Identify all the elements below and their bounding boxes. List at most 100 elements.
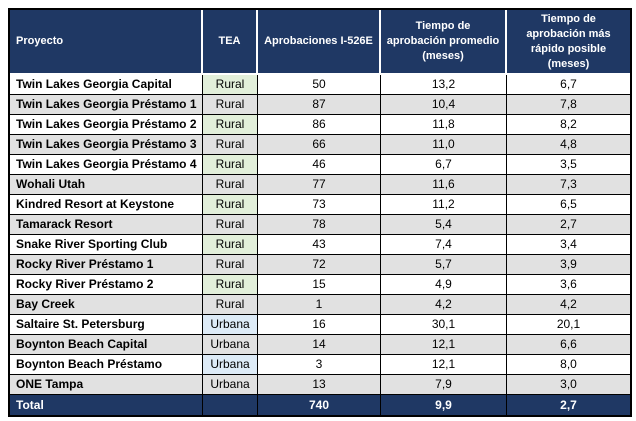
tea-cell: Rural bbox=[203, 95, 258, 116]
tea-cell: Urbana bbox=[203, 375, 258, 396]
approvals-table-container: Proyecto TEA Aprobaciones I-526E Tiempo … bbox=[8, 8, 632, 418]
approvals-cell: 86 bbox=[258, 115, 381, 136]
table-row: Twin Lakes Georgia Préstamo 2 Rural 86 11,8… bbox=[10, 115, 630, 136]
header-row: Proyecto TEA Aprobaciones I-526E Tiempo … bbox=[10, 10, 630, 76]
tea-cell: Rural bbox=[203, 135, 258, 156]
approvals-cell: 43 bbox=[258, 235, 381, 256]
avg-cell: 5,4 bbox=[381, 215, 507, 236]
project-cell: Snake River Sporting Club bbox=[10, 235, 203, 256]
avg-cell: 11,0 bbox=[381, 135, 507, 156]
approvals-cell: 16 bbox=[258, 315, 381, 336]
project-cell: Rocky River Préstamo 2 bbox=[10, 275, 203, 296]
avg-cell: 11,6 bbox=[381, 175, 507, 196]
table-row: Twin Lakes Georgia Préstamo 3 Rural 66 11,0… bbox=[10, 135, 630, 156]
fastest-cell: 8,2 bbox=[507, 115, 630, 136]
avg-cell: 4,9 bbox=[381, 275, 507, 296]
table-row: Boynton Beach Préstamo Urbana 3 12,1 8,0 bbox=[10, 355, 630, 376]
table-row: Twin Lakes Georgia Préstamo 1 Rural 87 10,4… bbox=[10, 95, 630, 116]
fastest-cell: 7,8 bbox=[507, 95, 630, 116]
project-cell: Boynton Beach Capital bbox=[10, 335, 203, 356]
approvals-cell: 3 bbox=[258, 355, 381, 376]
fastest-cell: 6,7 bbox=[507, 75, 630, 96]
approvals-cell: 15 bbox=[258, 275, 381, 296]
avg-cell: 11,2 bbox=[381, 195, 507, 216]
project-cell: Rocky River Préstamo 1 bbox=[10, 255, 203, 276]
fastest-cell: 3,0 bbox=[507, 375, 630, 396]
avg-cell: 6,7 bbox=[381, 155, 507, 176]
approvals-cell: 73 bbox=[258, 195, 381, 216]
project-cell: Kindred Resort at Keystone bbox=[10, 195, 203, 216]
table-row: Twin Lakes Georgia Capital Rural 50 13,2 6,7 bbox=[10, 75, 630, 96]
tea-cell: Rural bbox=[203, 115, 258, 136]
header-cell-proyecto: Proyecto bbox=[10, 10, 203, 76]
project-cell: Wohali Utah bbox=[10, 175, 203, 196]
approvals-table: Proyecto TEA Aprobaciones I-526E Tiempo … bbox=[10, 10, 630, 416]
approvals-cell: 87 bbox=[258, 95, 381, 116]
approvals-cell: 14 bbox=[258, 335, 381, 356]
project-cell: Twin Lakes Georgia Préstamo 2 bbox=[10, 115, 203, 136]
avg-cell: 7,4 bbox=[381, 235, 507, 256]
avg-cell: 11,8 bbox=[381, 115, 507, 136]
fastest-cell: 3,9 bbox=[507, 255, 630, 276]
fastest-cell: 8,0 bbox=[507, 355, 630, 376]
table-row: Wohali Utah Rural 77 11,6 7,3 bbox=[10, 175, 630, 196]
project-cell: Twin Lakes Georgia Préstamo 4 bbox=[10, 155, 203, 176]
table-row: Rocky River Préstamo 2 Rural 15 4,9 3,6 bbox=[10, 275, 630, 296]
avg-cell: 10,4 bbox=[381, 95, 507, 116]
total-fastest-cell: 2,7 bbox=[507, 395, 630, 416]
fastest-cell: 20,1 bbox=[507, 315, 630, 336]
tea-cell: Rural bbox=[203, 295, 258, 316]
header-cell-tea: TEA bbox=[203, 10, 258, 76]
approvals-cell: 13 bbox=[258, 375, 381, 396]
fastest-cell: 6,5 bbox=[507, 195, 630, 216]
table-row: Rocky River Préstamo 1 Rural 72 5,7 3,9 bbox=[10, 255, 630, 276]
approvals-cell: 77 bbox=[258, 175, 381, 196]
project-cell: Twin Lakes Georgia Capital bbox=[10, 75, 203, 96]
table-row: Bay Creek Rural 1 4,2 4,2 bbox=[10, 295, 630, 316]
approvals-cell: 66 bbox=[258, 135, 381, 156]
table-row: Saltaire St. Petersburg Urbana 16 30,1 20,1 bbox=[10, 315, 630, 336]
total-label-cell: Total bbox=[10, 395, 203, 416]
tea-cell: Urbana bbox=[203, 315, 258, 336]
table-body: Twin Lakes Georgia Capital Rural 50 13,2 6,7… bbox=[10, 75, 630, 396]
avg-cell: 7,9 bbox=[381, 375, 507, 396]
project-cell: Twin Lakes Georgia Préstamo 1 bbox=[10, 95, 203, 116]
fastest-cell: 3,6 bbox=[507, 275, 630, 296]
fastest-cell: 3,5 bbox=[507, 155, 630, 176]
total-row: Total 740 9,9 2,7 bbox=[10, 395, 630, 416]
project-cell: ONE Tampa bbox=[10, 375, 203, 396]
fastest-cell: 7,3 bbox=[507, 175, 630, 196]
fastest-cell: 4,8 bbox=[507, 135, 630, 156]
header-cell-aprobaciones: Aprobaciones I-526E bbox=[258, 10, 381, 76]
total-avg-cell: 9,9 bbox=[381, 395, 507, 416]
total-approvals-cell: 740 bbox=[258, 395, 381, 416]
avg-cell: 5,7 bbox=[381, 255, 507, 276]
header-cell-tiempo-promedio: Tiempo de aprobación promedio (meses) bbox=[381, 10, 507, 76]
tea-cell: Rural bbox=[203, 215, 258, 236]
tea-cell: Urbana bbox=[203, 355, 258, 376]
table-row: Twin Lakes Georgia Préstamo 4 Rural 46 6,7 3… bbox=[10, 155, 630, 176]
total-tea-cell bbox=[203, 395, 258, 416]
table-row: ONE Tampa Urbana 13 7,9 3,0 bbox=[10, 375, 630, 396]
tea-cell: Rural bbox=[203, 255, 258, 276]
avg-cell: 12,1 bbox=[381, 355, 507, 376]
tea-cell: Urbana bbox=[203, 335, 258, 356]
tea-cell: Rural bbox=[203, 195, 258, 216]
tea-cell: Rural bbox=[203, 275, 258, 296]
fastest-cell: 4,2 bbox=[507, 295, 630, 316]
fastest-cell: 2,7 bbox=[507, 215, 630, 236]
table-footer: Total 740 9,9 2,7 bbox=[10, 395, 630, 416]
table-header: Proyecto TEA Aprobaciones I-526E Tiempo … bbox=[10, 10, 630, 76]
project-cell: Boynton Beach Préstamo bbox=[10, 355, 203, 376]
fastest-cell: 6,6 bbox=[507, 335, 630, 356]
tea-cell: Rural bbox=[203, 235, 258, 256]
approvals-cell: 1 bbox=[258, 295, 381, 316]
table-row: Snake River Sporting Club Rural 43 7,4 3,4 bbox=[10, 235, 630, 256]
header-cell-tiempo-rapido: Tiempo de aprobación más rápido posible … bbox=[507, 10, 630, 76]
tea-cell: Rural bbox=[203, 155, 258, 176]
project-cell: Tamarack Resort bbox=[10, 215, 203, 236]
table-row: Tamarack Resort Rural 78 5,4 2,7 bbox=[10, 215, 630, 236]
project-cell: Twin Lakes Georgia Préstamo 3 bbox=[10, 135, 203, 156]
avg-cell: 30,1 bbox=[381, 315, 507, 336]
tea-cell: Rural bbox=[203, 175, 258, 196]
